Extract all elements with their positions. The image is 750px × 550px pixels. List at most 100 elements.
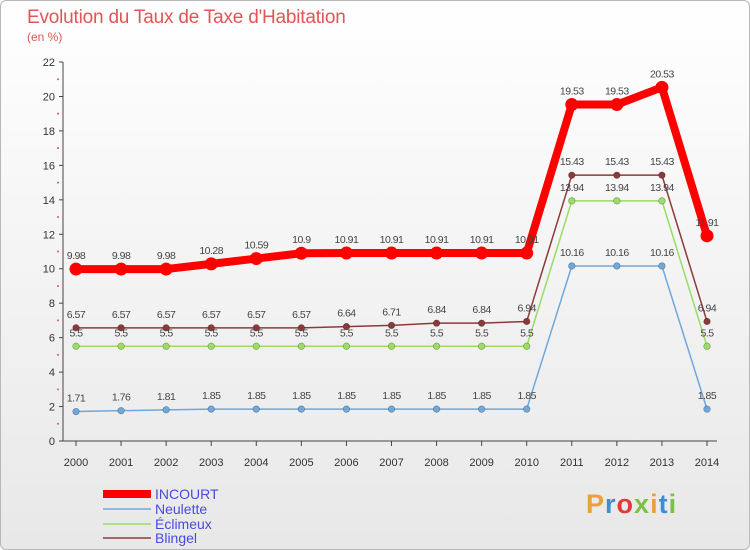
data-label: 5.5: [385, 327, 399, 339]
data-point: [387, 405, 396, 413]
data-label: 6.57: [292, 309, 311, 321]
data-label: 5.5: [520, 327, 534, 339]
data-point: [613, 197, 621, 205]
data-point: [342, 342, 351, 350]
data-point: [432, 342, 441, 350]
data-label: 10.16: [605, 247, 629, 259]
logo-letter: i: [668, 489, 678, 519]
data-label: 10.91: [425, 234, 449, 246]
data-label: 13.94: [560, 182, 584, 194]
y-tick-label: 0: [49, 436, 55, 448]
data-label: 5.5: [430, 327, 444, 339]
data-point: [72, 324, 80, 332]
x-tick-label: 2014: [695, 457, 719, 469]
x-tick-label: 2001: [109, 457, 133, 469]
data-label: 5.5: [700, 327, 714, 339]
data-label: 15.43: [560, 156, 584, 168]
y-tick-label: 20: [43, 91, 55, 103]
data-point: [297, 342, 305, 350]
y-minor-tick: [57, 388, 59, 391]
x-tick-label: 2000: [64, 457, 88, 469]
data-label: 5.5: [69, 327, 83, 339]
y-tick-label: 14: [43, 195, 55, 207]
data-label: 10.28: [199, 245, 223, 257]
data-point: [162, 406, 170, 414]
data-point: [703, 342, 711, 350]
data-point: [565, 98, 579, 112]
data-label: 5.5: [160, 327, 174, 339]
data-point: [658, 171, 666, 179]
data-point: [523, 317, 531, 326]
logo-letter: r: [605, 489, 617, 519]
data-point: [568, 262, 576, 270]
legend-label: Blingel: [155, 530, 197, 546]
y-minor-tick: [57, 181, 59, 184]
y-minor-tick: [57, 78, 59, 81]
data-label: 1.71: [67, 393, 86, 405]
data-point: [655, 80, 669, 94]
data-label: 6.57: [67, 309, 86, 321]
y-minor-tick: [57, 112, 59, 115]
data-label: 6.57: [247, 309, 266, 321]
data-point: [159, 262, 173, 276]
data-point: [613, 171, 621, 179]
chart-title: Evolution du Taux de Taxe d'Habitation: [27, 7, 346, 28]
data-label: 1.85: [202, 390, 221, 402]
data-label: 13.94: [605, 182, 629, 194]
x-tick-label: 2002: [154, 457, 178, 469]
data-point: [475, 246, 489, 260]
data-point: [162, 342, 170, 350]
data-point: [72, 342, 80, 350]
logo-letter: P: [586, 489, 606, 519]
data-label: 10.91: [380, 234, 404, 246]
logo-letter: o: [616, 489, 635, 519]
data-point: [162, 324, 170, 332]
data-point: [339, 246, 353, 260]
y-tick-label: 18: [43, 126, 55, 138]
data-label: 15.43: [650, 156, 674, 168]
data-point: [117, 342, 125, 350]
data-label: 1.81: [157, 391, 176, 403]
data-point: [703, 405, 711, 413]
data-point: [204, 257, 218, 271]
data-label: 10.59: [244, 240, 268, 252]
y-minor-tick: [57, 422, 59, 425]
data-label: 1.85: [698, 390, 717, 402]
data-label: 6.94: [517, 302, 536, 314]
data-point: [613, 262, 621, 270]
data-point: [523, 405, 531, 413]
logo-letter: i: [650, 489, 659, 519]
proxiti-logo: Proxiti: [586, 489, 677, 520]
data-point: [342, 323, 351, 331]
data-point: [432, 405, 441, 413]
data-point: [207, 324, 215, 332]
data-label: 1.85: [382, 390, 401, 402]
y-minor-tick: [57, 319, 59, 322]
data-point: [520, 246, 534, 260]
x-tick-label: 2013: [650, 457, 674, 469]
data-label: 1.76: [112, 392, 131, 404]
y-tick-label: 4: [49, 367, 55, 379]
data-label: 5.5: [115, 327, 129, 339]
data-point: [478, 342, 486, 350]
data-label: 9.98: [112, 250, 131, 262]
data-label: 6.57: [157, 309, 176, 321]
y-minor-tick: [57, 147, 59, 150]
data-label: 1.85: [472, 390, 491, 402]
x-tick-label: 2006: [334, 457, 358, 469]
y-minor-tick: [57, 250, 59, 253]
data-label: 5.5: [250, 327, 264, 339]
data-point: [117, 407, 125, 415]
y-minor-tick: [57, 284, 59, 287]
data-label: 15.43: [605, 156, 629, 168]
data-point: [385, 246, 398, 260]
data-point: [700, 229, 714, 243]
data-point: [252, 324, 260, 332]
data-label: 19.53: [560, 86, 584, 98]
data-point: [69, 262, 83, 276]
y-minor-tick: [57, 216, 59, 219]
data-label: 10.91: [335, 234, 359, 246]
data-point: [478, 319, 486, 327]
